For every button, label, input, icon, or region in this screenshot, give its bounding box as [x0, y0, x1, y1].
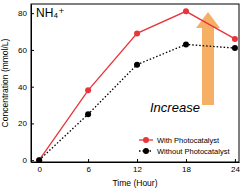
y-tick: 20: [18, 119, 34, 128]
x-tick: 24: [231, 159, 240, 174]
legend-label: With Photocatalyst: [157, 136, 220, 145]
y-tick-label: 40: [18, 83, 27, 92]
x-tick: 6: [86, 159, 91, 174]
frame: [31, 4, 239, 162]
y-tick: 60: [18, 46, 34, 55]
x-axis: 0 6 12 18 24: [32, 159, 241, 174]
series-marker: [134, 30, 140, 36]
x-tick-label: 12: [133, 165, 142, 174]
x-tick-mark: [137, 159, 138, 162]
x-tick-label: 18: [182, 165, 191, 174]
y-axis-title: Concentration (mmol/L): [0, 38, 10, 127]
series-marker: [232, 45, 238, 51]
y-tick-mark: [31, 13, 34, 14]
y-tick: 0: [23, 156, 34, 165]
series-marker: [36, 157, 42, 162]
y-tick-label: 60: [18, 46, 27, 55]
y-tick-label: 0: [23, 156, 28, 165]
series-marker: [36, 157, 42, 162]
x-axis-line: [32, 162, 240, 163]
legend-marker: [143, 148, 149, 154]
series-marker: [183, 41, 189, 47]
x-tick-mark: [235, 159, 236, 162]
y-tick-mark: [31, 87, 34, 88]
y-axis-line: [31, 5, 32, 163]
y-tick: 80: [18, 9, 34, 18]
y-tick-mark: [31, 160, 34, 161]
legend-item: With Photocatalyst: [139, 136, 220, 145]
series-line: [39, 44, 235, 160]
y-tick-mark: [31, 50, 34, 51]
plot: 0 6 12 18 24 0 20 40 60 80 NH₄⁺ Increase With Photoc…: [18, 4, 240, 174]
series-marker: [134, 62, 140, 68]
series-line: [39, 11, 235, 160]
y-tick-label: 20: [18, 119, 27, 128]
series-marker: [183, 8, 189, 14]
x-tick-label: 24: [231, 165, 240, 174]
x-tick-mark: [186, 159, 187, 162]
x-tick-label: 0: [37, 165, 42, 174]
y-tick-mark: [31, 123, 34, 124]
x-tick: 18: [182, 159, 191, 174]
annotation-arrow: [196, 12, 220, 105]
x-tick: 12: [133, 159, 142, 174]
series-marker: [85, 87, 91, 93]
legend-marker: [143, 137, 149, 143]
x-tick-mark: [88, 159, 89, 162]
title: NH₄⁺: [36, 6, 65, 20]
chart: 0 6 12 18 24 0 20 40 60 80 NH₄⁺ Increase With Photoc…: [0, 0, 243, 189]
annotation: Increase: [150, 100, 200, 115]
series-marker: [85, 111, 91, 117]
legend-item: Without Photocatalyst: [139, 147, 230, 156]
y-tick: 40: [18, 83, 34, 92]
y-axis: 0 20 40 60 80: [18, 5, 34, 166]
y-tick-label: 80: [18, 9, 27, 18]
x-axis-title: Time (Hour): [112, 178, 157, 188]
legend-label: Without Photocatalyst: [157, 147, 230, 156]
legend: With Photocatalyst Without Photocatalyst: [139, 136, 230, 156]
series-marker: [232, 36, 238, 42]
series-group: [36, 8, 238, 162]
x-tick-label: 6: [86, 165, 91, 174]
